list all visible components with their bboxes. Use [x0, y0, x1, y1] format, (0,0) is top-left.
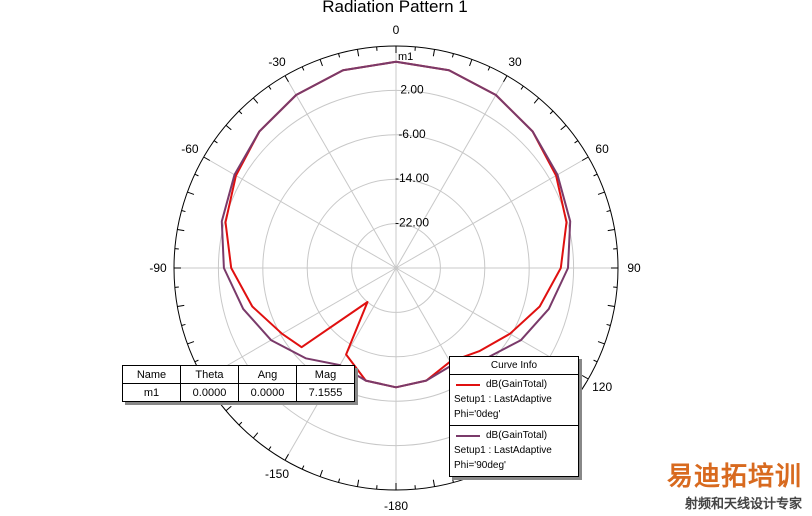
angle-tick: [225, 405, 232, 412]
marker-cell-ang: 0.0000: [238, 383, 297, 402]
angle-tick: [187, 341, 195, 345]
marker-table: Name Theta Ang Mag m1 0.0000 0.0000 7.15…: [122, 365, 355, 402]
angle-tick: [581, 156, 589, 161]
watermark-sub: 射频和天线设计专家: [684, 497, 802, 512]
legend-entry-phi: Phi='0deg': [454, 409, 501, 420]
marker-cell-name: m1: [122, 383, 181, 402]
marker-cell-mag: 7.1555: [296, 383, 355, 402]
angle-tick: [487, 66, 491, 71]
legend-entry-phi: Phi='90deg': [454, 460, 506, 471]
angle-label: -180: [384, 499, 408, 513]
marker-header-ang: Ang: [238, 365, 297, 384]
angle-tick: [593, 173, 598, 177]
angle-label: -150: [265, 467, 289, 481]
angle-tick: [194, 359, 199, 363]
angle-tick: [574, 140, 579, 144]
angle-tick: [181, 210, 186, 213]
marker-header-name: Name: [122, 365, 181, 384]
angle-tick: [225, 124, 232, 131]
angle-tick: [520, 85, 524, 90]
angle-tick: [560, 124, 567, 131]
angle-tick: [338, 478, 341, 483]
legend-swatch: [456, 434, 480, 437]
legend-entry: dB(GainTotal) Setup1 : LastAdaptive Phi=…: [450, 375, 578, 426]
angle-tick: [432, 49, 436, 57]
angle-tick: [606, 323, 611, 326]
angle-tick: [301, 465, 305, 470]
angle-tick: [301, 66, 305, 71]
marker-header-mag: Mag: [296, 365, 355, 384]
curves: [220, 60, 572, 389]
angle-tick: [252, 432, 259, 439]
angle-tick: [238, 110, 243, 115]
angle-tick: [451, 53, 454, 58]
angle-tick: [432, 479, 436, 487]
legend-entry-setup: Setup1 : LastAdaptive: [454, 445, 552, 456]
angle-tick: [319, 59, 323, 67]
angle-label: 120: [592, 380, 612, 394]
angle-label: 90: [627, 261, 641, 275]
watermark-main: 易迪拓培训: [666, 462, 802, 492]
angle-tick: [607, 304, 615, 308]
angle-tick: [356, 49, 360, 57]
angle-tick: [194, 173, 199, 177]
angle-tick: [177, 228, 185, 232]
angle-tick: [252, 97, 259, 104]
angle-tick: [469, 59, 473, 67]
angle-tick: [549, 110, 554, 115]
legend-entry: dB(GainTotal) Setup1 : LastAdaptive Phi=…: [450, 426, 578, 476]
radial-tick-label: -14.00: [395, 171, 429, 185]
legend-entry-label: dB(GainTotal): [486, 379, 548, 390]
angle-tick: [203, 156, 211, 161]
chart-title: Radiation Pattern 1: [322, 0, 468, 16]
legend-swatch: [456, 383, 480, 386]
angle-tick: [503, 75, 508, 83]
angle-tick: [177, 304, 185, 308]
curve-info-legend: Curve Info dB(GainTotal) Setup1 : LastAd…: [449, 356, 579, 477]
grid-spoke: [284, 75, 397, 269]
angle-label: 0: [393, 23, 400, 37]
grid-spoke: [395, 75, 508, 269]
angle-tick: [338, 53, 341, 58]
marker-header-theta: Theta: [180, 365, 239, 384]
grid-spoke: [203, 267, 397, 380]
angle-tick: [268, 85, 272, 90]
grid-spoke: [284, 267, 397, 461]
angle-label: -30: [268, 55, 286, 69]
angle-tick: [533, 97, 540, 104]
angle-tick: [268, 446, 272, 451]
angle-tick: [451, 478, 454, 483]
angle-tick: [597, 341, 605, 345]
radial-tick-label: 2.00: [400, 82, 424, 96]
marker-label: m1: [398, 51, 413, 63]
angle-label: 60: [595, 142, 609, 156]
angle-tick: [284, 453, 289, 461]
series-line-1: [220, 60, 572, 389]
angle-tick: [181, 323, 186, 326]
angle-tick: [356, 479, 360, 487]
angle-label: 30: [508, 55, 522, 69]
angle-tick: [606, 210, 611, 213]
marker-cell-theta: 0.0000: [180, 383, 239, 402]
angle-tick: [284, 75, 289, 83]
legend-title: Curve Info: [450, 357, 578, 375]
angle-tick: [607, 228, 615, 232]
angle-tick: [213, 140, 218, 144]
angle-tick: [597, 191, 605, 195]
axis-labels: m12.00-6.00-14.00-22.000306090120150-180…: [149, 23, 641, 513]
angle-tick: [238, 421, 243, 426]
watermark: 易迪拓培训 射频和天线设计专家: [667, 456, 802, 512]
angle-label: -90: [149, 261, 167, 275]
grid-spoke: [203, 156, 397, 269]
legend-entry-label: dB(GainTotal): [486, 430, 548, 441]
angle-tick: [581, 375, 589, 380]
angle-tick: [593, 359, 598, 363]
angle-tick: [319, 469, 323, 477]
radial-tick-label: -6.00: [398, 127, 426, 141]
radial-tick-label: -22.00: [395, 216, 429, 230]
angle-tick: [187, 191, 195, 195]
legend-entry-setup: Setup1 : LastAdaptive: [454, 394, 552, 405]
angle-label: -60: [181, 142, 199, 156]
